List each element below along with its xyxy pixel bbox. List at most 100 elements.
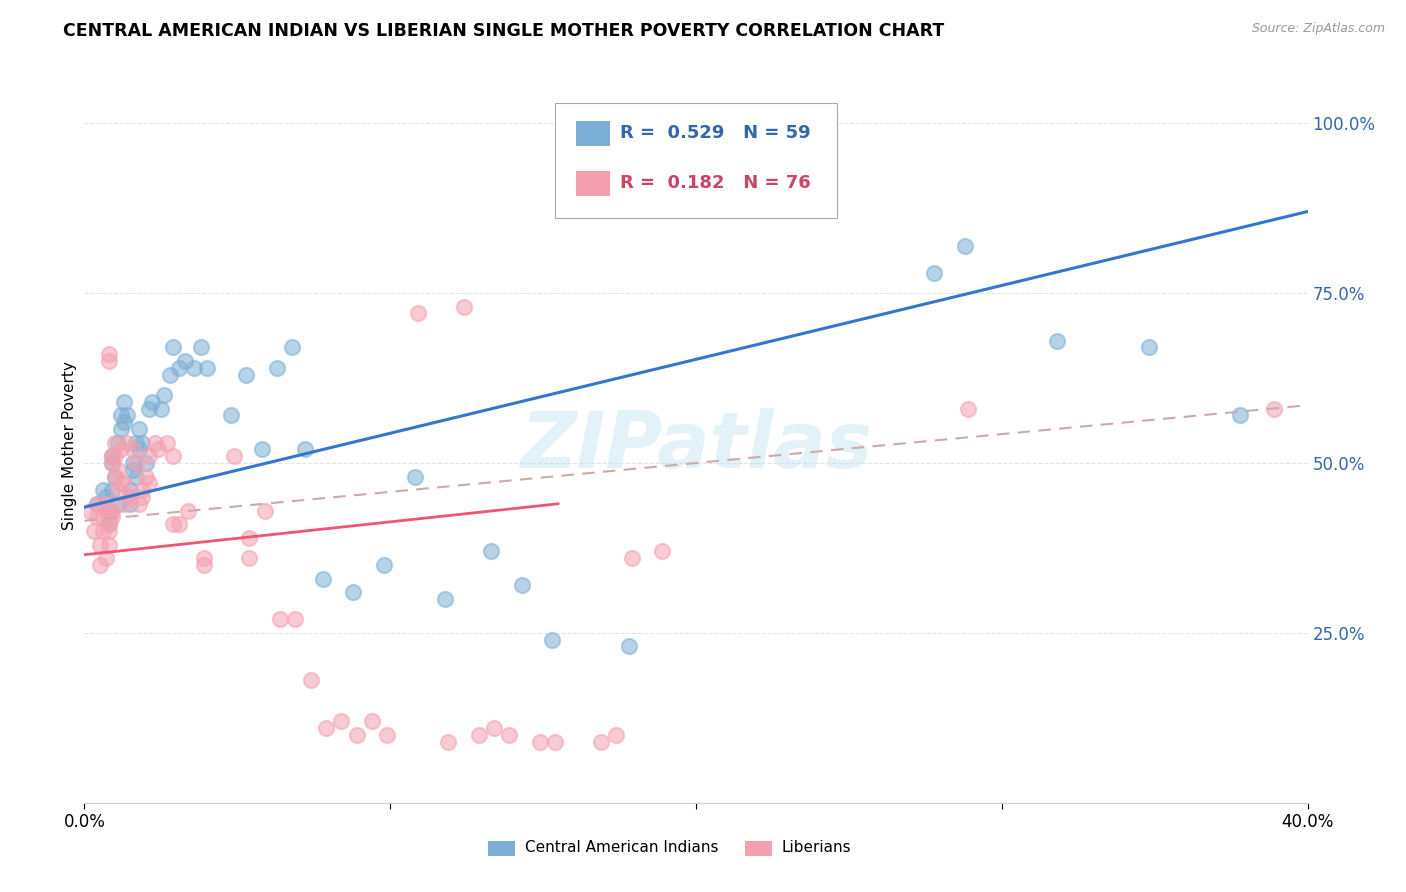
Point bbox=[97, 517, 120, 532]
Point bbox=[953, 238, 976, 252]
Point bbox=[159, 368, 181, 382]
Point bbox=[101, 483, 124, 498]
Point bbox=[195, 360, 218, 375]
Point bbox=[544, 734, 567, 748]
Point bbox=[89, 558, 111, 572]
Point bbox=[238, 531, 260, 545]
Point bbox=[131, 483, 153, 498]
Point bbox=[97, 354, 120, 368]
Point bbox=[149, 401, 172, 416]
Point bbox=[101, 449, 124, 463]
Point bbox=[529, 734, 551, 748]
Point bbox=[97, 524, 120, 538]
Point bbox=[253, 503, 276, 517]
Point bbox=[406, 306, 429, 320]
Point bbox=[112, 497, 135, 511]
Point bbox=[122, 456, 145, 470]
Point bbox=[94, 551, 117, 566]
Point bbox=[122, 463, 145, 477]
Point bbox=[91, 483, 114, 498]
Point bbox=[299, 673, 322, 688]
Point bbox=[162, 517, 184, 532]
Point bbox=[360, 714, 382, 729]
Point bbox=[770, 116, 793, 130]
Point bbox=[541, 632, 564, 647]
Text: Liberians: Liberians bbox=[782, 840, 851, 855]
Point bbox=[404, 469, 426, 483]
Point bbox=[190, 341, 212, 355]
Point bbox=[101, 449, 124, 463]
Point bbox=[138, 476, 160, 491]
Point bbox=[269, 612, 291, 626]
Point bbox=[651, 544, 673, 558]
Point bbox=[498, 728, 520, 742]
Point bbox=[120, 497, 142, 511]
Y-axis label: Single Mother Poverty: Single Mother Poverty bbox=[62, 361, 77, 531]
Point bbox=[110, 476, 132, 491]
Point bbox=[97, 517, 120, 532]
Point bbox=[125, 435, 148, 450]
Text: R =  0.529   N = 59: R = 0.529 N = 59 bbox=[620, 125, 811, 143]
Point bbox=[125, 456, 148, 470]
Point bbox=[138, 401, 160, 416]
Point bbox=[107, 483, 129, 498]
Point bbox=[112, 415, 135, 429]
Point bbox=[162, 449, 184, 463]
Point bbox=[468, 728, 491, 742]
Point bbox=[86, 497, 108, 511]
Point bbox=[101, 503, 124, 517]
Point bbox=[101, 510, 124, 524]
Point bbox=[235, 368, 257, 382]
Point bbox=[125, 469, 148, 483]
Point bbox=[83, 524, 105, 538]
Point bbox=[97, 537, 120, 551]
Point bbox=[120, 483, 142, 498]
Point bbox=[115, 435, 138, 450]
Point bbox=[1263, 401, 1285, 416]
Point bbox=[101, 456, 124, 470]
Point bbox=[453, 300, 475, 314]
Point bbox=[97, 503, 120, 517]
Point bbox=[97, 347, 120, 361]
Point bbox=[437, 734, 460, 748]
Bar bbox=[576, 171, 610, 196]
Point bbox=[312, 572, 335, 586]
Point bbox=[128, 442, 150, 457]
Point bbox=[284, 612, 307, 626]
Point bbox=[94, 497, 117, 511]
Point bbox=[131, 435, 153, 450]
Point bbox=[128, 497, 150, 511]
Point bbox=[177, 503, 200, 517]
Point bbox=[110, 442, 132, 457]
Point bbox=[91, 524, 114, 538]
Point bbox=[107, 497, 129, 511]
Point bbox=[135, 456, 157, 470]
Point bbox=[162, 341, 184, 355]
Point bbox=[101, 456, 124, 470]
Point bbox=[1137, 341, 1160, 355]
Text: R =  0.182   N = 76: R = 0.182 N = 76 bbox=[620, 175, 811, 193]
Point bbox=[373, 558, 395, 572]
Point bbox=[141, 394, 163, 409]
Point bbox=[510, 578, 533, 592]
Point bbox=[112, 394, 135, 409]
Text: Central American Indians: Central American Indians bbox=[524, 840, 718, 855]
Point bbox=[183, 360, 205, 375]
Point bbox=[266, 360, 288, 375]
Point bbox=[167, 360, 190, 375]
Point bbox=[281, 341, 304, 355]
Point bbox=[115, 409, 138, 423]
Point bbox=[112, 476, 135, 491]
Point bbox=[86, 510, 108, 524]
Point bbox=[94, 503, 117, 517]
Point bbox=[146, 442, 169, 457]
Point bbox=[89, 537, 111, 551]
Point bbox=[122, 442, 145, 457]
Point bbox=[238, 551, 260, 566]
Point bbox=[107, 463, 129, 477]
Point bbox=[110, 422, 132, 436]
Point bbox=[617, 640, 640, 654]
Point bbox=[224, 449, 246, 463]
Point bbox=[86, 497, 108, 511]
Point bbox=[330, 714, 353, 729]
